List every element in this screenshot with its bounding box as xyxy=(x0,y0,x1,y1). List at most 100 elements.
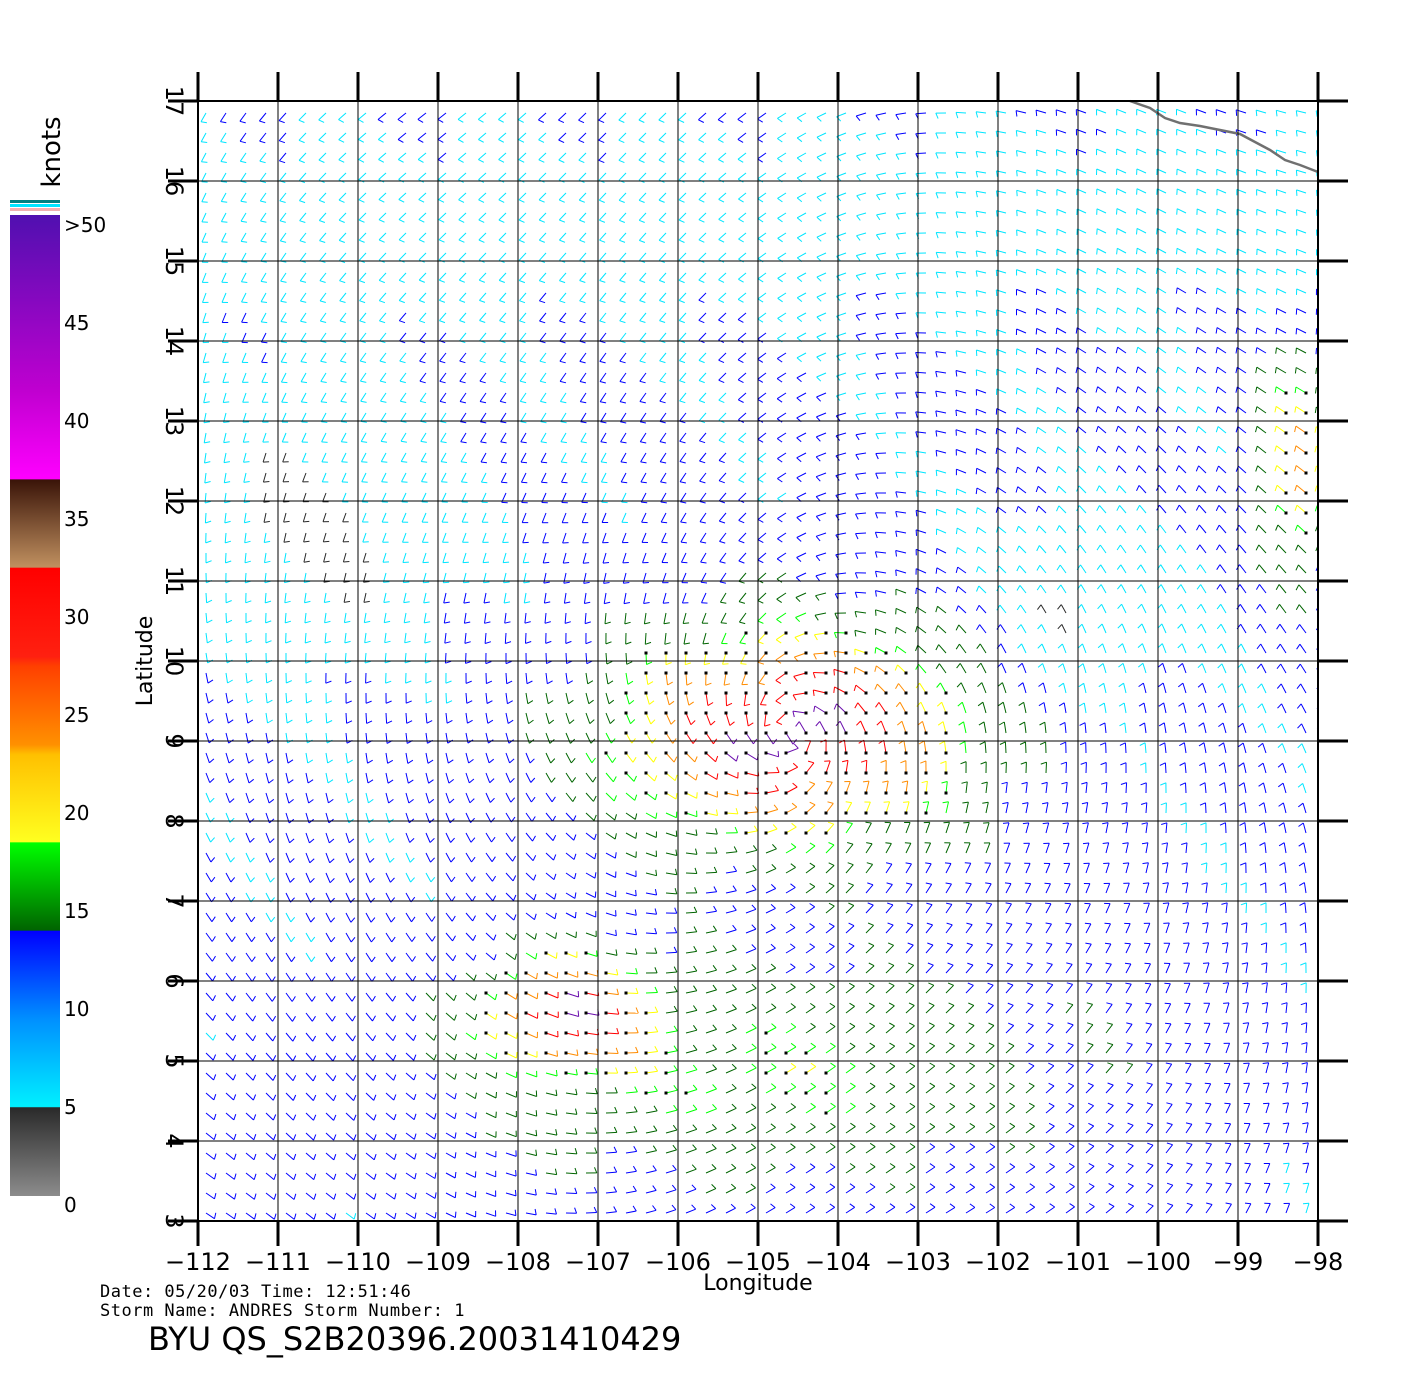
wind-barb xyxy=(1294,386,1308,395)
wind-barb xyxy=(1279,902,1287,914)
wind-barb xyxy=(925,1143,936,1154)
wind-barb xyxy=(1255,445,1267,454)
wind-barb xyxy=(525,772,536,783)
wind-barb xyxy=(480,452,487,464)
wind-barb xyxy=(1025,1203,1035,1214)
wind-barb xyxy=(718,292,727,303)
wind-barb xyxy=(618,132,627,144)
wind-barb xyxy=(855,252,867,261)
wind-barb xyxy=(661,552,669,564)
wind-barb xyxy=(545,1089,558,1097)
wind-barb xyxy=(1115,366,1127,374)
wind-barb xyxy=(955,488,967,495)
wind-barb xyxy=(402,552,409,563)
wind-barb xyxy=(205,872,216,883)
lat-tick-label: 3 xyxy=(160,1213,188,1228)
wind-barb xyxy=(719,572,727,584)
wind-barb xyxy=(1301,1082,1309,1094)
wind-barb xyxy=(1240,862,1247,874)
wind-barb xyxy=(1260,902,1267,913)
wind-barb xyxy=(855,472,867,480)
wind-barb xyxy=(1097,603,1107,614)
wind-barb xyxy=(765,963,777,974)
wind-barb xyxy=(399,372,407,384)
wind-barb xyxy=(796,132,807,143)
wind-barb xyxy=(1162,882,1169,894)
wind-barb xyxy=(525,932,537,940)
wind-barb xyxy=(1275,564,1287,574)
wind-barb xyxy=(1045,1082,1055,1094)
wind-barb xyxy=(685,1144,697,1154)
wind-barb xyxy=(545,912,557,920)
wind-barb xyxy=(1122,862,1130,874)
wind-barb xyxy=(385,792,394,804)
wind-barb xyxy=(598,152,607,164)
wind-barb xyxy=(1078,663,1087,674)
wind-barb xyxy=(585,852,597,860)
wind-barb xyxy=(981,781,988,794)
footer: Date: 05/20/03 Time: 12:51:46 Storm Name… xyxy=(100,1282,681,1358)
wind-barb xyxy=(423,592,430,604)
wind-barb xyxy=(856,172,867,181)
wind-barb xyxy=(425,1172,437,1179)
wind-barb xyxy=(544,1050,558,1057)
wind-barb xyxy=(744,806,759,815)
wind-barb xyxy=(338,152,347,163)
wind-barb xyxy=(1065,1022,1074,1034)
wind-barb xyxy=(835,512,847,521)
wind-barb xyxy=(385,672,392,684)
wind-barb xyxy=(960,761,967,774)
wind-barb xyxy=(945,882,952,894)
wind-barb xyxy=(805,1002,816,1014)
wind-barb xyxy=(505,912,517,921)
wind-barb xyxy=(995,486,1007,494)
wind-barb xyxy=(225,1092,237,1101)
wind-barb xyxy=(1124,922,1131,934)
wind-barb xyxy=(200,112,207,124)
wind-barb xyxy=(1278,822,1287,834)
wind-barb xyxy=(955,350,967,357)
wind-barb xyxy=(1096,128,1107,136)
wind-barb xyxy=(796,432,807,443)
wind-barb xyxy=(1015,387,1027,395)
wind-barb xyxy=(340,372,347,383)
wind-barb xyxy=(1056,564,1067,574)
wind-barb xyxy=(225,1212,237,1220)
wind-barb xyxy=(685,1005,698,1014)
wind-barb xyxy=(485,932,497,941)
wind-barb xyxy=(1299,902,1307,914)
wind-barb xyxy=(365,972,376,982)
wind-barb xyxy=(1239,802,1247,814)
wind-barb xyxy=(585,872,597,879)
wind-barb xyxy=(539,372,547,384)
wind-barb xyxy=(559,312,567,324)
wind-barb xyxy=(955,468,967,476)
wind-barb xyxy=(545,1129,558,1136)
wind-barb xyxy=(525,1129,538,1137)
wind-barb xyxy=(945,1042,955,1054)
wind-barb xyxy=(1280,982,1288,994)
wind-barb xyxy=(935,212,947,219)
wind-barb xyxy=(243,452,250,463)
wind-barb xyxy=(1100,782,1108,794)
wind-barb xyxy=(1336,329,1346,335)
lon-tick-label: −104 xyxy=(805,1248,871,1276)
wind-barb xyxy=(804,822,816,835)
wind-barb xyxy=(1115,445,1127,454)
wind-barb xyxy=(425,952,437,962)
wind-barb xyxy=(1055,288,1067,295)
wind-barb xyxy=(796,412,807,423)
wind-barb xyxy=(796,332,807,342)
wind-barb xyxy=(874,665,888,675)
wind-barb xyxy=(485,832,496,843)
wind-barb xyxy=(1045,922,1052,934)
wind-barb xyxy=(558,112,567,124)
wind-barb xyxy=(1005,1062,1015,1074)
wind-barb xyxy=(1295,149,1307,157)
wind-barb xyxy=(1036,545,1047,554)
wind-barb xyxy=(1179,742,1187,754)
wind-barb xyxy=(245,1132,257,1141)
wind-barb xyxy=(757,651,768,665)
wind-barb xyxy=(1003,842,1011,854)
wind-barb xyxy=(425,892,436,903)
